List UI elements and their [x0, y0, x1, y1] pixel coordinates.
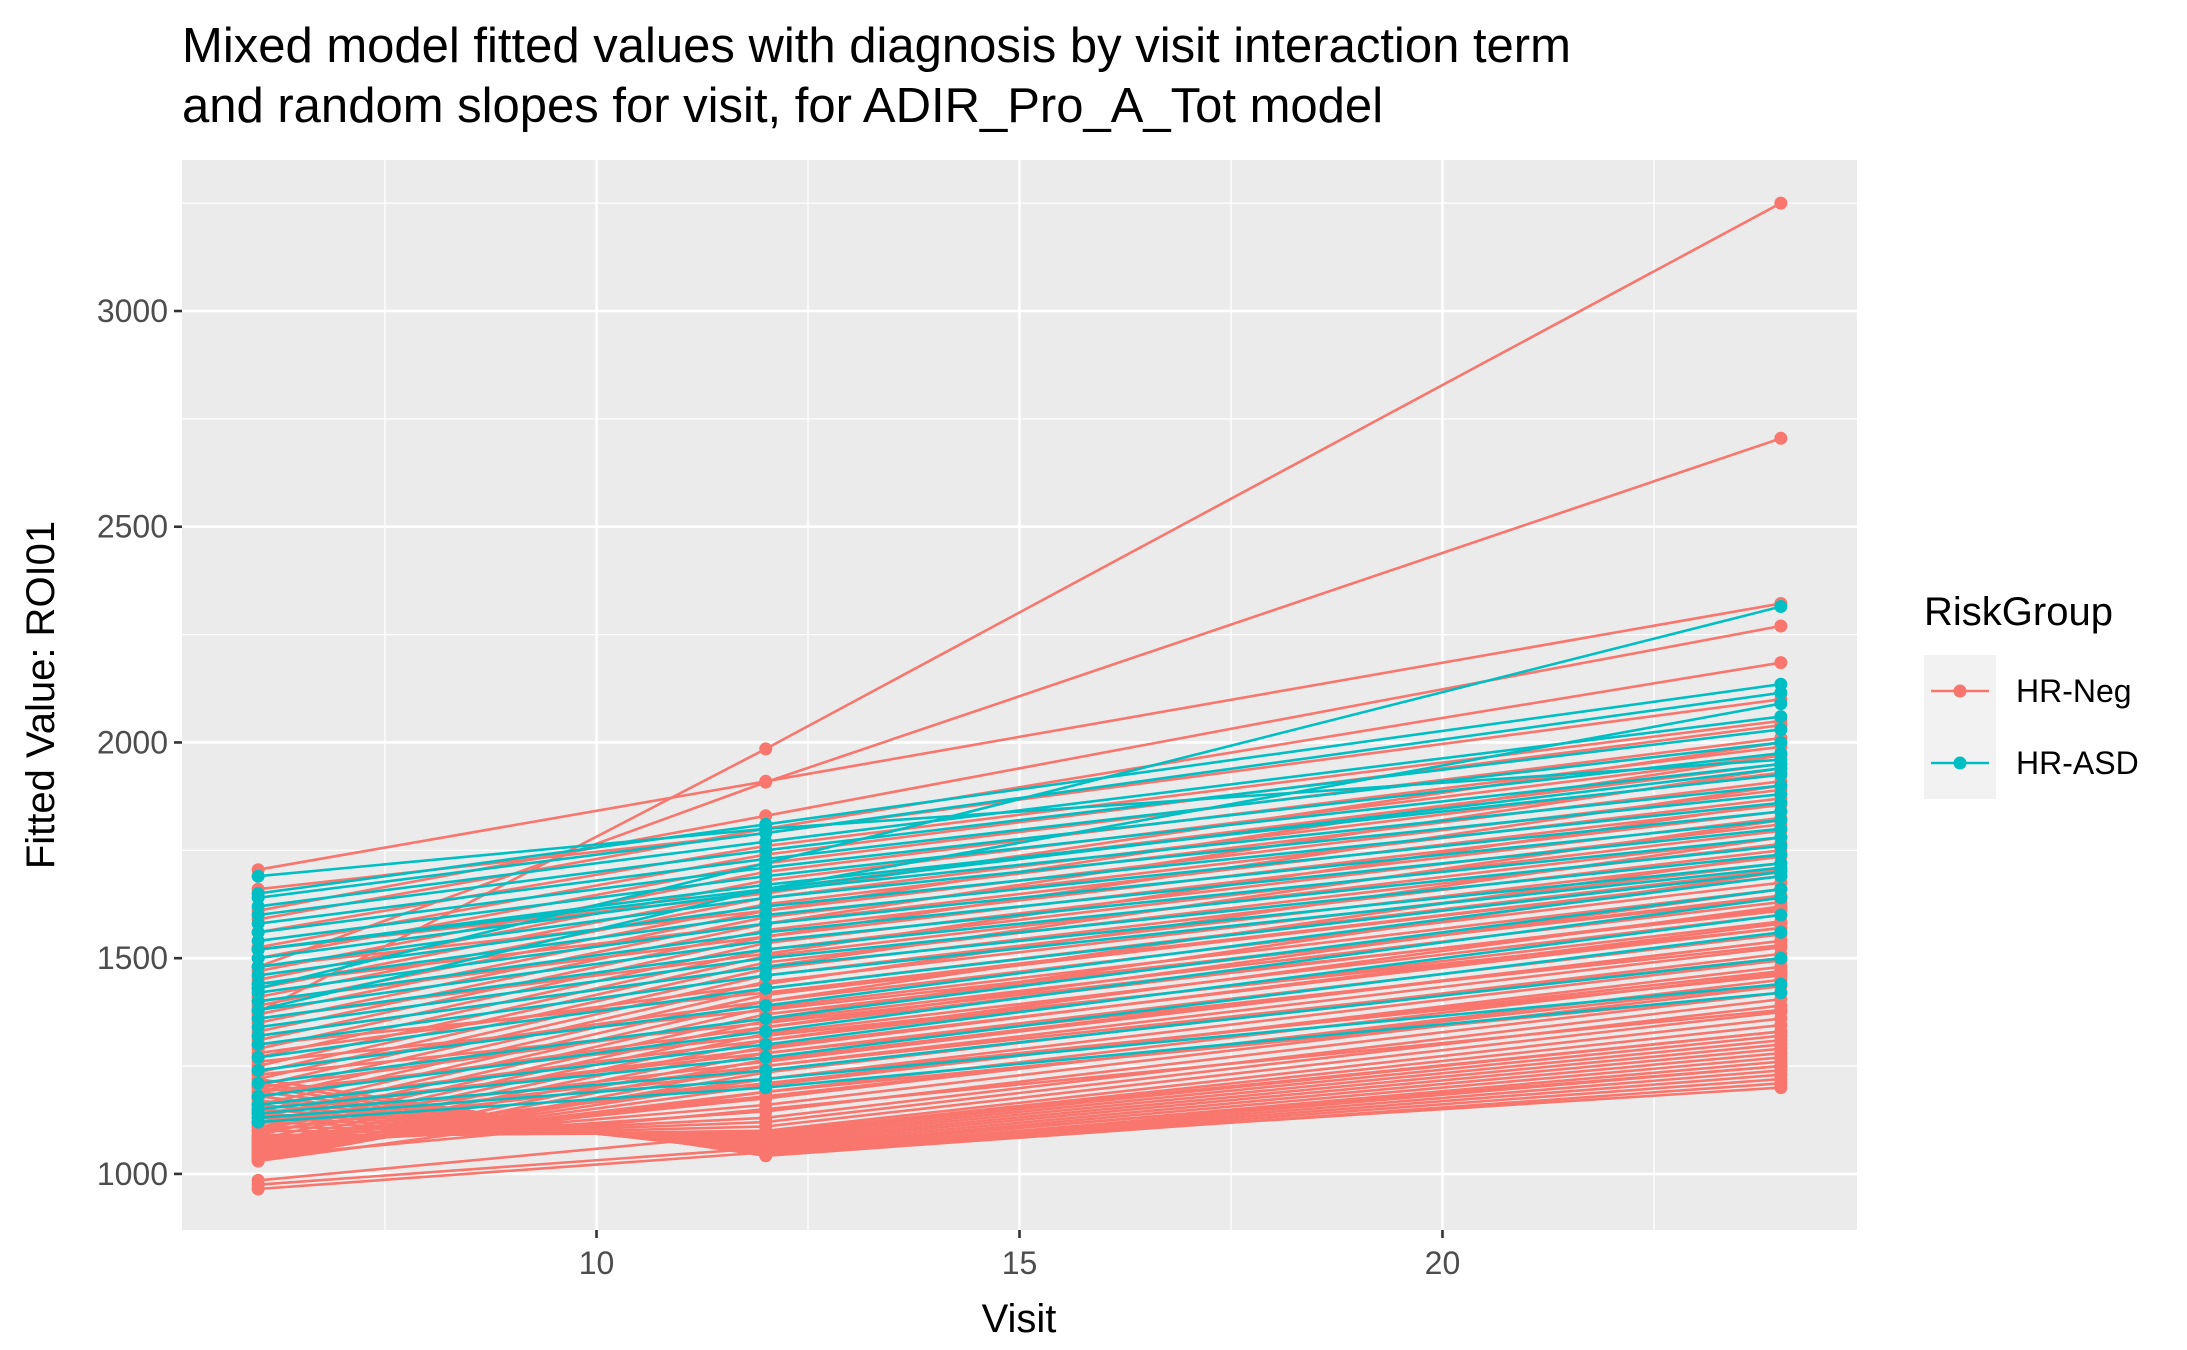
data-point [251, 1137, 265, 1151]
series-layer [251, 196, 1788, 1196]
x-tick-label: 20 [1425, 1245, 1461, 1281]
legend-label: HR-Neg [2016, 673, 2132, 709]
data-point [759, 1102, 773, 1116]
chart-subtitle: and random slopes for visit, for ADIR_Pr… [182, 79, 1383, 133]
data-point [1774, 656, 1788, 670]
data-point [1774, 710, 1788, 724]
data-point [1774, 986, 1788, 1000]
data-point [759, 822, 773, 836]
y-tick-label: 2500 [97, 509, 168, 545]
data-point [1774, 869, 1788, 883]
y-tick-label: 3000 [97, 293, 168, 329]
y-tick-label: 2000 [97, 724, 168, 760]
data-point [1774, 761, 1788, 775]
data-point [251, 1182, 265, 1196]
data-point [1774, 723, 1788, 737]
y-tick-label: 1500 [97, 940, 168, 976]
data-point [1774, 196, 1788, 210]
data-point [759, 968, 773, 982]
data-point [251, 1115, 265, 1129]
data-point [251, 943, 265, 957]
data-point [1774, 619, 1788, 633]
data-point [251, 1037, 265, 1051]
data-point [251, 1063, 265, 1077]
data-point [759, 1145, 773, 1159]
data-point [251, 1154, 265, 1168]
data-point [759, 1037, 773, 1051]
data-point [759, 1126, 773, 1140]
data-point [759, 981, 773, 995]
data-point [1774, 908, 1788, 922]
data-point [1774, 686, 1788, 700]
data-point [759, 999, 773, 1013]
data-point [759, 742, 773, 756]
data-point [1774, 1081, 1788, 1095]
legend: RiskGroup HR-Neg HR-ASD [1924, 590, 2139, 799]
data-point [1774, 431, 1788, 445]
data-point [1774, 1003, 1788, 1017]
data-point [251, 1076, 265, 1090]
data-point [759, 1081, 773, 1095]
y-tick-label: 1000 [97, 1156, 168, 1192]
legend-key-point [1953, 684, 1967, 698]
x-tick-label: 15 [1002, 1245, 1038, 1281]
legend-title: RiskGroup [1924, 590, 2113, 634]
data-point [1774, 938, 1788, 952]
data-point [1774, 925, 1788, 939]
y-axis-title: Fitted Value: ROI01 [19, 521, 63, 869]
data-point [1774, 951, 1788, 965]
legend-key-point [1953, 756, 1967, 770]
data-point [759, 774, 773, 788]
data-point [759, 1050, 773, 1064]
data-point [1774, 1059, 1788, 1073]
x-axis-title: Visit [982, 1297, 1057, 1341]
chart-title: Mixed model fitted values with diagnosis… [182, 19, 1571, 73]
data-point [1774, 1025, 1788, 1039]
data-point [251, 869, 265, 883]
legend-label: HR-ASD [2016, 745, 2139, 781]
data-point [759, 1012, 773, 1026]
x-tick-label: 10 [579, 1245, 615, 1281]
data-point [251, 1050, 265, 1064]
data-point [1774, 891, 1788, 905]
data-point [759, 882, 773, 896]
axis-ticks: 10 15 20 1000 1500 2000 2500 3000 [97, 293, 1460, 1281]
data-point [1774, 697, 1788, 711]
data-point [1774, 735, 1788, 749]
data-point [1774, 600, 1788, 614]
legend-keys: HR-Neg HR-ASD [1924, 655, 2139, 799]
data-point [759, 1025, 773, 1039]
series-hr-asd [251, 600, 1788, 1129]
